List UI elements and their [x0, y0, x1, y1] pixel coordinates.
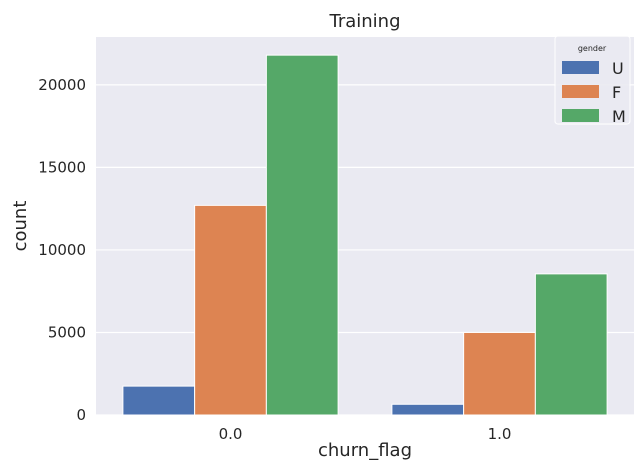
legend-label-f: F: [612, 83, 621, 102]
y-tick-label: 0: [76, 406, 86, 424]
bar-u-0: [122, 385, 196, 416]
bar-m-1: [534, 273, 608, 416]
legend-swatch-m: [562, 109, 599, 122]
y-axis-label: count: [10, 201, 31, 252]
y-tick-label: 20000: [38, 76, 86, 94]
chart-title: Training: [328, 11, 400, 32]
bar-m-0: [265, 54, 339, 416]
x-axis-label: churn_flag: [318, 440, 412, 461]
y-axis-ticks: 0 5000 10000 15000 20000: [38, 76, 86, 424]
y-tick-label: 5000: [48, 323, 86, 341]
legend-swatch-u: [562, 61, 599, 74]
x-tick-label: 0.0: [219, 425, 243, 443]
bar-f-1: [463, 331, 536, 416]
legend: gender UFM: [554, 35, 631, 126]
bar-f-0: [194, 204, 267, 416]
legend-swatch-f: [562, 85, 599, 98]
x-axis-ticks: 0.0 1.0: [219, 425, 512, 443]
legend-label-m: M: [612, 107, 626, 126]
legend-label-u: U: [612, 59, 624, 78]
legend-frame: [554, 35, 631, 125]
y-tick-label: 15000: [38, 158, 86, 176]
bar-u-1: [391, 403, 465, 416]
x-tick-label: 1.0: [488, 425, 512, 443]
y-tick-label: 10000: [38, 241, 86, 259]
legend-title: gender: [578, 44, 607, 53]
legend-items: UFM: [562, 59, 626, 126]
bars: [122, 54, 608, 416]
